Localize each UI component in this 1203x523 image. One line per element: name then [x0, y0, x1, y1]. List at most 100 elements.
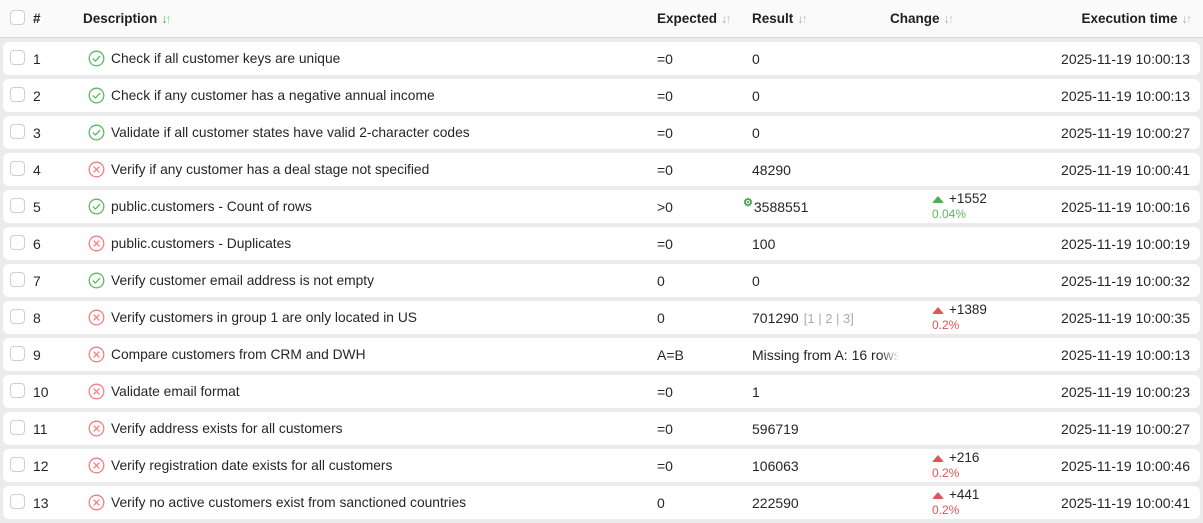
result-value: Missing from A: 16 rows	[752, 347, 901, 364]
change-percent: 0.04%	[932, 206, 967, 221]
execution-time: 2025-11-19 10:00:23	[1061, 383, 1190, 400]
result-value: 0	[752, 124, 760, 141]
table-row[interactable]: 3 Validate if all customer states have v…	[3, 116, 1200, 149]
result-cell: 596719	[752, 421, 890, 437]
gear-icon[interactable]: ⚙	[743, 196, 753, 209]
check-description[interactable]: Verify if any customer has a deal stage …	[111, 162, 430, 177]
column-header-expected[interactable]: Expected ↓↑	[657, 11, 732, 26]
row-checkbox[interactable]	[10, 419, 25, 435]
sort-arrows-icon[interactable]: ↓↑	[721, 12, 732, 26]
change-percent: 0.2%	[932, 502, 960, 517]
row-checkbox[interactable]	[10, 49, 25, 65]
row-checkbox[interactable]	[10, 271, 25, 287]
sort-arrows-icon[interactable]: ↓↑	[797, 12, 808, 26]
result-value: 0	[752, 272, 760, 289]
table-row[interactable]: 8 Verify customers in group 1 are only l…	[3, 301, 1200, 334]
result-cell: Missing from A: 16 rows	[752, 346, 901, 363]
result-value: 222590	[752, 494, 799, 511]
execution-time: 2025-11-19 10:00:13	[1061, 87, 1190, 104]
x-circle-icon	[88, 161, 105, 178]
execution-time: 2025-11-19 10:00:32	[1061, 272, 1190, 289]
row-checkbox[interactable]	[10, 86, 25, 102]
row-checkbox[interactable]	[10, 160, 25, 176]
x-circle-icon	[88, 309, 105, 326]
column-header-result[interactable]: Result ↓↑	[752, 11, 808, 26]
column-header-description[interactable]: Description ↓↑	[83, 11, 172, 26]
result-value: 0	[752, 87, 760, 104]
result-value: 0	[752, 50, 760, 67]
result-link[interactable]: 3	[843, 310, 851, 326]
table-row[interactable]: 2 Check if any customer has a negative a…	[3, 79, 1200, 112]
row-checkbox[interactable]	[10, 382, 25, 398]
row-checkbox[interactable]	[10, 234, 25, 250]
expected-value: =0	[657, 383, 673, 400]
check-description[interactable]: Verify customers in group 1 are only loc…	[111, 310, 417, 325]
check-description[interactable]: Check if any customer has a negative ann…	[111, 88, 435, 103]
sort-arrows-icon[interactable]: ↓↑	[161, 12, 172, 26]
result-cell: 106063	[752, 458, 890, 474]
check-description[interactable]: Validate if all customer states have val…	[111, 125, 470, 140]
expected-value: 0	[657, 272, 665, 289]
check-description[interactable]: public.customers - Duplicates	[111, 236, 292, 251]
execution-time: 2025-11-19 10:00:46	[1061, 457, 1190, 474]
result-cell: ⚙3588551	[743, 197, 890, 215]
result-link[interactable]: 1	[807, 310, 815, 326]
change-up-triangle-icon	[932, 306, 944, 314]
check-description[interactable]: Verify no active customers exist from sa…	[111, 495, 467, 510]
sort-arrows-icon[interactable]: ↓↑	[943, 12, 955, 26]
row-number: 5	[33, 198, 41, 215]
expected-value: =0	[657, 235, 673, 252]
table-row[interactable]: 10 Validate email format =0 1 2025-11-19…	[3, 375, 1200, 408]
result-cell: 222590	[752, 495, 890, 511]
check-description[interactable]: Verify address exists for all customers	[111, 421, 343, 436]
column-header-change[interactable]: Change ↓↑	[890, 11, 955, 26]
select-all-checkbox[interactable]	[10, 9, 25, 25]
x-circle-icon	[88, 235, 105, 252]
table-row[interactable]: 13 Verify no active customers exist from…	[3, 486, 1200, 519]
table-row[interactable]: 9 Compare customers from CRM and DWH A=B…	[3, 338, 1200, 371]
change-value: +1552	[949, 190, 987, 206]
result-value: 3588551	[753, 198, 809, 215]
row-checkbox[interactable]	[10, 197, 25, 213]
check-description[interactable]: Verify customer email address is not emp…	[111, 273, 375, 288]
change-up-triangle-icon	[932, 454, 944, 462]
result-value: 596719	[752, 420, 799, 437]
check-description[interactable]: Check if all customer keys are unique	[111, 51, 341, 66]
x-circle-icon	[88, 346, 105, 363]
table-row[interactable]: 12 Verify registration date exists for a…	[3, 449, 1200, 482]
result-value: 48290	[752, 161, 791, 178]
result-cell: 48290	[752, 162, 890, 178]
row-checkbox[interactable]	[10, 345, 25, 361]
table-row[interactable]: 1 Check if all customer keys are unique …	[3, 42, 1200, 75]
row-checkbox[interactable]	[10, 123, 25, 139]
row-checkbox[interactable]	[10, 308, 25, 324]
row-number: 6	[33, 235, 41, 252]
check-description[interactable]: Compare customers from CRM and DWH	[111, 347, 366, 362]
x-circle-icon	[88, 346, 105, 363]
table-row[interactable]: 5 public.customers - Count of rows >0 ⚙3…	[3, 190, 1200, 223]
table-row[interactable]: 4 Verify if any customer has a deal stag…	[3, 153, 1200, 186]
table-row[interactable]: 7 Verify customer email address is not e…	[3, 264, 1200, 297]
execution-time: 2025-11-19 10:00:13	[1061, 346, 1190, 363]
check-description[interactable]: Validate email format	[111, 384, 240, 399]
result-cell: 1	[752, 384, 890, 400]
change-cell: +441 0.2%	[890, 486, 1060, 517]
row-checkbox[interactable]	[10, 493, 25, 509]
check-circle-icon	[88, 87, 105, 104]
sort-arrows-icon[interactable]: ↓↑	[1181, 12, 1193, 26]
result-cell: 0	[752, 125, 890, 141]
check-description[interactable]: public.customers - Count of rows	[111, 199, 312, 214]
result-link[interactable]: 2	[825, 310, 833, 326]
result-cell: 0	[752, 88, 890, 104]
row-checkbox[interactable]	[10, 456, 25, 472]
table-row[interactable]: 11 Verify address exists for all custome…	[3, 412, 1200, 445]
check-description[interactable]: Verify registration date exists for all …	[111, 458, 393, 473]
execution-time: 2025-11-19 10:00:27	[1061, 124, 1190, 141]
column-header-execution-time[interactable]: Execution time ↓↑	[1081, 11, 1193, 26]
table-row[interactable]: 6 public.customers - Duplicates =0 100 2…	[3, 227, 1200, 260]
expected-value: =0	[657, 50, 673, 67]
expected-value: 0	[657, 494, 665, 511]
change-value: +441	[949, 486, 980, 502]
row-number: 9	[33, 346, 41, 363]
change-up-triangle-icon	[932, 195, 944, 203]
